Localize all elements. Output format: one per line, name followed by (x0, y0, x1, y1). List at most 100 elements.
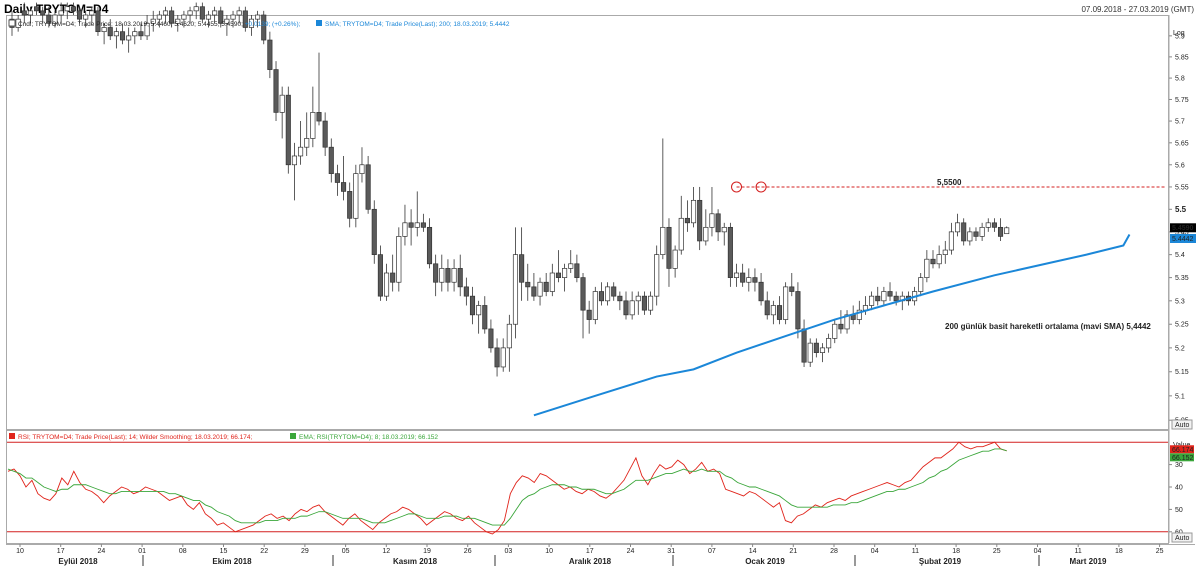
candle-body (856, 309, 862, 320)
candle (586, 300, 592, 334)
rsi-legend-icon (9, 433, 15, 439)
candle (267, 31, 273, 79)
month-label: Ocak 2019 (745, 557, 785, 566)
candle-body (488, 328, 494, 349)
candle (420, 213, 426, 232)
candle-body (70, 6, 76, 12)
candle (875, 286, 881, 306)
day-tick-label: 21 (789, 548, 797, 555)
candle-body (543, 281, 549, 292)
candle (813, 338, 819, 358)
ema-tag: 66.152 (1170, 453, 1194, 462)
auto-rsi-button-bg[interactable] (1171, 532, 1193, 543)
candle-body (918, 277, 924, 292)
candle-body (322, 120, 328, 148)
auto-rsi-button[interactable]: Auto (1171, 532, 1193, 543)
candle (562, 263, 568, 292)
candle-body (586, 309, 592, 320)
day-tick-label: 18 (1115, 548, 1123, 555)
candle-body (408, 222, 414, 228)
candle (426, 218, 433, 269)
candle-body (678, 217, 684, 251)
candle-body (611, 286, 617, 297)
candle-body (795, 291, 801, 330)
candle-body (838, 323, 844, 330)
candle (672, 245, 678, 278)
candle (169, 6, 175, 28)
candle (709, 186, 715, 237)
candle-body (690, 199, 697, 224)
candle-body (365, 164, 371, 210)
candle (21, 2, 27, 24)
price-tick-label: 5.9 (1175, 33, 1185, 40)
sma-legend-text: SMA; TRYTOM=D4; Trade Price(Last); 200; … (325, 21, 510, 28)
candle (224, 15, 230, 36)
candle (666, 218, 672, 287)
candle (985, 218, 991, 232)
candle (568, 250, 574, 274)
candle-body (316, 112, 322, 122)
candle-body (721, 226, 727, 233)
candle-body (764, 300, 770, 316)
candle-body (224, 18, 230, 24)
candle-body (979, 226, 985, 237)
candle (230, 10, 236, 28)
candle-body (512, 254, 519, 325)
candle-body (46, 14, 52, 24)
candle (961, 218, 967, 246)
candle (347, 182, 353, 228)
candle-body (961, 222, 967, 242)
candle-body (445, 268, 451, 283)
candle-body (89, 10, 95, 16)
ema-tag-bg (1170, 453, 1194, 462)
sma-tag-bg (1170, 233, 1196, 243)
candle-body (623, 300, 629, 316)
candle (70, 2, 76, 15)
candle (733, 263, 740, 287)
auto-price-button[interactable]: Auto (1171, 419, 1193, 430)
auto-price-button-label[interactable]: Auto (1175, 422, 1190, 429)
candle (979, 222, 985, 241)
rsi-tag-bg (1170, 445, 1194, 454)
candle (138, 23, 144, 41)
candle (101, 23, 107, 45)
day-tick-label: 17 (57, 548, 65, 555)
candle (445, 259, 451, 292)
candle (353, 164, 359, 228)
candle (715, 209, 721, 241)
price-tick-label: 5.4 (1175, 252, 1185, 259)
candle-body (132, 31, 138, 37)
ema-legend-text: EMA; RSI(TRYTOM=D4); 8; 18.03.2019; 66.1… (299, 434, 438, 441)
candle-body (500, 347, 506, 368)
candle-body (414, 222, 420, 228)
candle-body (574, 263, 580, 278)
month-label: Aralık 2018 (569, 557, 612, 566)
candle (611, 282, 617, 301)
candle (175, 15, 181, 32)
candle-body (76, 10, 83, 20)
candle (451, 259, 457, 292)
auto-price-button-bg[interactable] (1171, 419, 1193, 430)
candle (383, 263, 390, 301)
candle-body (660, 226, 666, 255)
candle (285, 86, 291, 174)
candle-legend-icon (8, 19, 16, 27)
price-legend: Cndl; TRYTOM=D4; Trade Price; 18.03.2019… (8, 19, 510, 28)
auto-rsi-button-label[interactable]: Auto (1175, 535, 1190, 542)
candle-body (242, 10, 248, 28)
candle-body (752, 277, 758, 283)
month-label: Ekim 2018 (212, 557, 252, 566)
candle (304, 112, 310, 156)
day-tick-label: 15 (220, 548, 228, 555)
candle-body (875, 295, 881, 302)
day-tick-label: 25 (1156, 548, 1164, 555)
candle-body (193, 6, 199, 12)
candle (580, 273, 586, 339)
price-tick-label: 5.8 (1175, 76, 1185, 83)
candle-body (285, 94, 291, 166)
candle (199, 2, 205, 24)
candle-body (758, 281, 764, 302)
candle (322, 112, 328, 156)
candle (457, 254, 463, 297)
price-tick-label: 5.65 (1175, 140, 1189, 147)
